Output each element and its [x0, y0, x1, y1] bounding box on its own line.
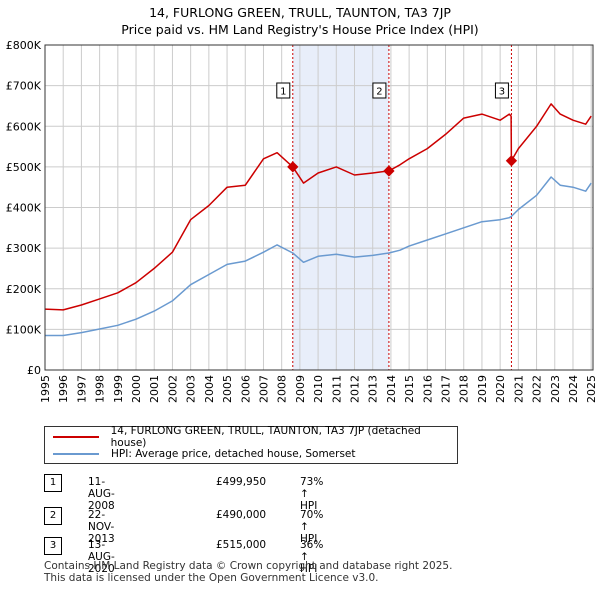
x-tick-label: 2005 — [221, 375, 234, 403]
legend-label-hpi: HPI: Average price, detached house, Some… — [111, 448, 356, 460]
sale-price: £490,000 — [216, 509, 267, 521]
sale-number-badge: 1 — [44, 474, 62, 492]
x-tick-label: 2016 — [421, 375, 434, 403]
y-tick-label: £100K — [6, 323, 42, 336]
x-tick-label: 2020 — [494, 375, 507, 403]
x-tick-label: 2024 — [567, 375, 580, 403]
x-tick-label: 2014 — [385, 375, 398, 403]
x-tick-label: 1998 — [94, 375, 107, 403]
x-tick-label: 1996 — [57, 375, 70, 403]
x-tick-label: 2015 — [403, 375, 416, 403]
x-tick-label: 2009 — [294, 375, 307, 403]
x-tick-label: 2000 — [130, 375, 143, 403]
sale-marker-box — [372, 82, 387, 99]
sale-marker-box — [494, 82, 509, 99]
x-tick-label: 2006 — [239, 375, 252, 403]
price-chart: £0 £100K £200K £300K £400K £500K £600K £700K £80… — [6, 39, 598, 403]
x-tick-label: 1999 — [112, 375, 125, 403]
x-tick-label: 2013 — [367, 375, 380, 403]
hpi-series-line — [45, 176, 592, 337]
y-tick-label: £500K — [6, 161, 42, 174]
sale-marker-label: 2 — [376, 87, 382, 98]
sale-hpi-change: 70% ↑ HPI — [300, 509, 324, 545]
plot-frame — [44, 44, 594, 371]
x-tick-label: 2021 — [512, 375, 525, 403]
sale-marker-label: 3 — [499, 87, 505, 98]
sale-hpi-change: 36% ↑ HPI — [300, 539, 324, 575]
legend-item-property: 14, FURLONG GREEN, TRULL, TAUNTON, TA3 7… — [53, 425, 457, 449]
x-tick-label: 1995 — [39, 375, 52, 403]
x-tick-label: 2012 — [349, 375, 362, 403]
legend-swatch-hpi — [53, 453, 99, 455]
y-tick-label: £300K — [6, 242, 42, 255]
sale-marker-label: 1 — [280, 87, 286, 98]
x-tick-label: 2007 — [257, 375, 270, 403]
y-tick-label: £700K — [6, 80, 42, 93]
sale-price: £499,950 — [216, 476, 267, 488]
x-tick-label: 2004 — [203, 375, 216, 403]
legend: 14, FURLONG GREEN, TRULL, TAUNTON, TA3 7… — [44, 425, 458, 464]
legend-swatch-property — [53, 436, 99, 438]
x-tick-label: 2003 — [185, 375, 198, 403]
sale-marker-box — [276, 82, 291, 99]
y-tick-label: £800K — [6, 39, 42, 52]
sale-date: 11-AUG-2008 — [88, 476, 115, 512]
footer-licence: This data is licensed under the Open Gov… — [44, 572, 379, 584]
chart-title: 14, FURLONG GREEN, TRULL, TAUNTON, TA3 7… — [149, 5, 451, 20]
y-tick-label: £200K — [6, 283, 42, 296]
sale-number-badge: 2 — [44, 507, 62, 525]
sale-date: 22-NOV-2013 — [88, 509, 115, 545]
x-tick-label: 2010 — [312, 375, 325, 403]
x-tick-label: 2011 — [330, 375, 343, 403]
footer-copyright: Contains HM Land Registry data © Crown c… — [44, 560, 453, 572]
y-tick-label: £0 — [27, 364, 41, 377]
x-tick-label: 2017 — [440, 375, 453, 403]
sale-hpi-change: 73% ↑ HPI — [300, 476, 324, 512]
sale-point — [287, 161, 299, 173]
x-tick-label: 2008 — [276, 375, 289, 403]
y-tick-label: £400K — [6, 202, 42, 215]
legend-item-hpi: HPI: Average price, detached house, Some… — [53, 446, 356, 462]
sale-point — [505, 155, 518, 167]
x-tick-label: 2022 — [531, 375, 544, 403]
sale-date: 13-AUG-2020 — [88, 539, 115, 575]
y-tick-label: £600K — [6, 120, 42, 133]
sale-price: £515,000 — [216, 539, 267, 551]
sale-point — [383, 165, 395, 177]
x-tick-label: 2018 — [458, 375, 471, 403]
x-tick-label: 2019 — [476, 375, 489, 403]
chart-subtitle: Price paid vs. HM Land Registry's House … — [121, 22, 479, 37]
property-series-line — [44, 103, 592, 311]
sale-number-badge: 3 — [44, 537, 62, 555]
x-tick-label: 2025 — [585, 375, 598, 403]
x-tick-label: 2023 — [549, 375, 562, 403]
x-tick-label: 2002 — [166, 375, 179, 403]
x-tick-label: 2001 — [148, 375, 161, 403]
legend-label-property: 14, FURLONG GREEN, TRULL, TAUNTON, TA3 7… — [110, 425, 421, 449]
x-tick-label: 1997 — [75, 375, 88, 403]
